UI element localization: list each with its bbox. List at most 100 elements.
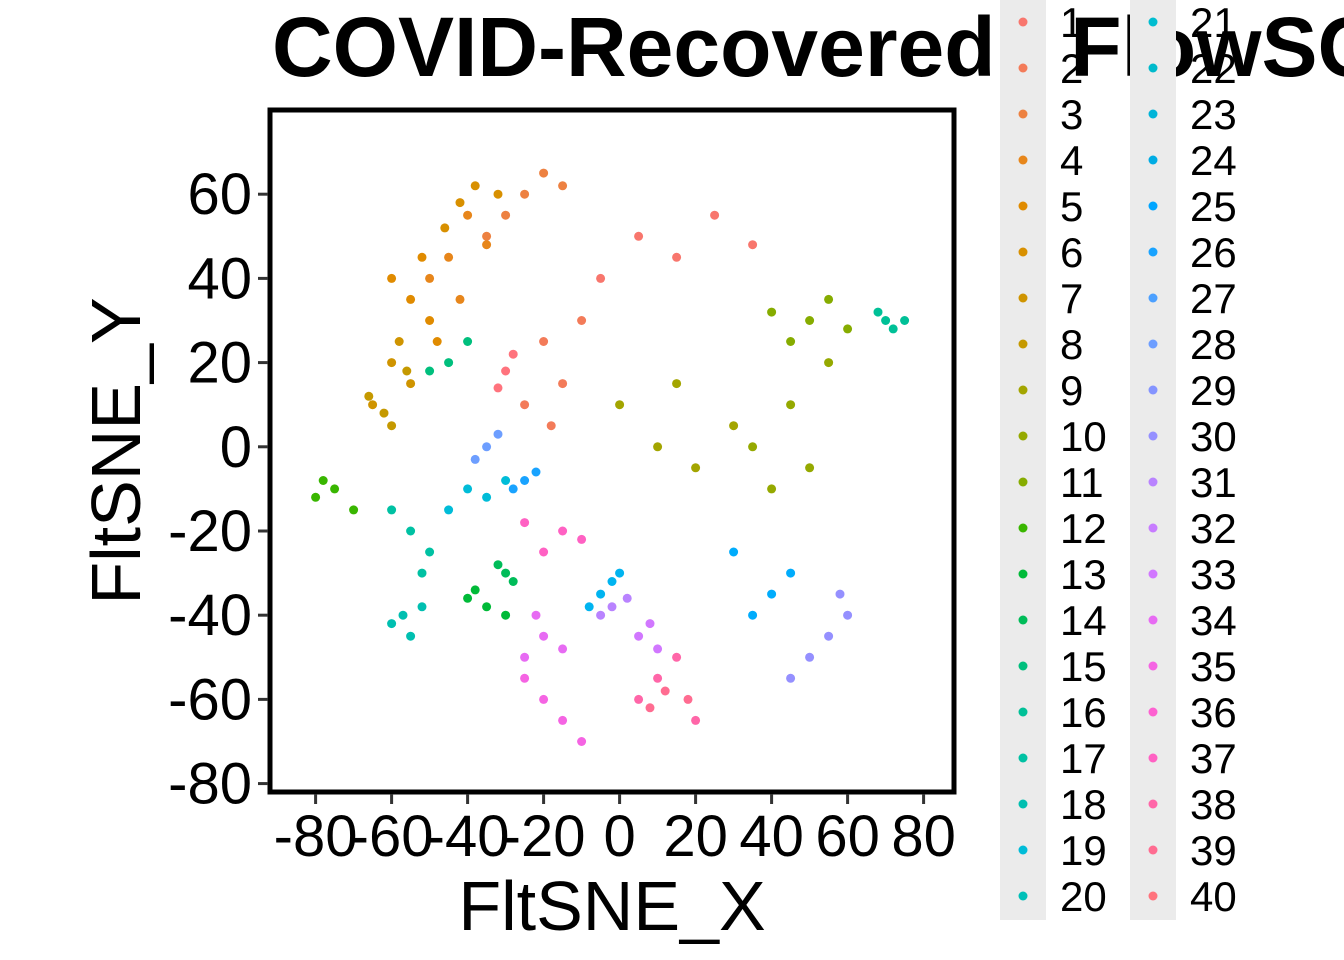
legend-label-39: 39 <box>1190 827 1237 874</box>
legend-key-28 <box>1148 339 1158 349</box>
point-cluster-10-2 <box>748 442 758 452</box>
point-cluster-16-0 <box>881 316 891 325</box>
point-cluster-4-1 <box>463 210 473 220</box>
legend-key-7 <box>1018 293 1028 303</box>
legend-key-14 <box>1018 615 1028 625</box>
point-cluster-7-0 <box>387 358 397 368</box>
point-cluster-20-2 <box>584 602 594 612</box>
point-cluster-23-2 <box>470 454 480 464</box>
point-cluster-10-1 <box>805 463 815 473</box>
point-cluster-27-0 <box>539 631 549 641</box>
legend-label-22: 22 <box>1190 45 1237 92</box>
point-cluster-21-3 <box>786 568 796 578</box>
point-cluster-1-0 <box>672 252 682 262</box>
point-cluster-14-0 <box>501 568 511 578</box>
point-cluster-26-2 <box>653 644 663 654</box>
legend-label-21: 21 <box>1190 0 1237 46</box>
point-cluster-6-2 <box>440 223 450 233</box>
x-axis: -80-60-40-20 0 20 40 60 80 <box>274 794 956 869</box>
y-tick-label: 40 <box>187 246 252 311</box>
point-cluster-18-1 <box>406 631 416 641</box>
point-cluster-9-4 <box>672 379 682 389</box>
point-cluster-25-2 <box>596 610 606 620</box>
point-cluster-12-0 <box>318 476 328 485</box>
point-cluster-10-4 <box>824 358 834 368</box>
point-cluster-31-2 <box>683 694 693 704</box>
point-cluster-30-2 <box>672 652 682 662</box>
point-cluster-14-1 <box>508 577 518 586</box>
chart-title: COVID-Recovered - FlowSOM <box>272 0 1344 94</box>
point-cluster-28-2 <box>520 673 530 683</box>
point-cluster-11-1 <box>824 294 834 304</box>
legend-key-3 <box>1018 109 1028 119</box>
point-cluster-19-2 <box>482 492 492 502</box>
point-cluster-23-0 <box>482 442 492 452</box>
legend-key-39 <box>1148 845 1158 855</box>
point-cluster-9-2 <box>615 400 625 410</box>
legend-label-26: 26 <box>1190 229 1237 276</box>
legend-label-16: 16 <box>1060 689 1107 736</box>
legend-label-36: 36 <box>1190 689 1237 736</box>
legend-label-34: 34 <box>1190 597 1237 644</box>
point-cluster-15-2 <box>425 366 435 376</box>
point-cluster-2-3 <box>577 316 587 325</box>
x-tick-label: 80 <box>891 804 956 869</box>
legend-key-30 <box>1148 431 1158 441</box>
legend-label-8: 8 <box>1060 321 1083 368</box>
legend-key-20 <box>1018 891 1028 901</box>
legend-label-1: 1 <box>1060 0 1083 46</box>
y-tick-label: -60 <box>168 667 252 732</box>
point-cluster-24-3 <box>786 673 796 683</box>
point-cluster-29-2 <box>577 534 587 544</box>
point-cluster-5-1 <box>425 316 435 325</box>
point-cluster-24-2 <box>805 652 815 662</box>
legend-label-7: 7 <box>1060 275 1083 322</box>
point-cluster-20-0 <box>596 589 606 599</box>
legend-label-17: 17 <box>1060 735 1107 782</box>
point-cluster-26-0 <box>634 631 644 641</box>
legend-key-19 <box>1018 845 1028 855</box>
y-tick-label: 20 <box>187 331 252 396</box>
point-cluster-19-0 <box>444 505 454 515</box>
point-cluster-30-0 <box>653 673 663 683</box>
point-cluster-3-1 <box>539 168 549 178</box>
x-tick-label: 0 <box>603 804 635 869</box>
point-cluster-15-1 <box>463 337 473 346</box>
legend-key-6 <box>1018 247 1028 257</box>
legend-label-12: 12 <box>1060 505 1107 552</box>
point-cluster-11-2 <box>786 337 796 346</box>
x-tick-label: 40 <box>739 804 804 869</box>
legend-label-27: 27 <box>1190 275 1237 322</box>
legend-label-10: 10 <box>1060 413 1107 460</box>
point-cluster-27-3 <box>531 610 541 620</box>
legend-label-33: 33 <box>1190 551 1237 598</box>
legend-label-11: 11 <box>1060 459 1104 506</box>
legend-key-37 <box>1148 753 1158 763</box>
point-cluster-9-1 <box>691 463 701 473</box>
legend-label-28: 28 <box>1190 321 1237 368</box>
point-cluster-16-2 <box>873 307 883 317</box>
point-cluster-1-1 <box>634 231 644 241</box>
point-cluster-11-4 <box>767 307 777 317</box>
point-cluster-8-0 <box>379 408 389 418</box>
point-cluster-24-0 <box>824 631 834 641</box>
legend-label-19: 19 <box>1060 827 1107 874</box>
legend-label-30: 30 <box>1190 413 1237 460</box>
point-cluster-28-3 <box>577 737 587 746</box>
legend-key-27 <box>1148 293 1158 303</box>
point-cluster-11-3 <box>843 324 853 334</box>
point-cluster-18-0 <box>398 610 408 620</box>
point-cluster-4-2 <box>425 273 435 283</box>
point-cluster-5-2 <box>387 273 397 283</box>
y-tick-label: -80 <box>168 752 252 817</box>
point-cluster-4-3 <box>482 240 492 250</box>
point-cluster-12-2 <box>330 484 340 494</box>
point-cluster-25-1 <box>622 593 632 603</box>
point-cluster-17-0 <box>406 526 416 536</box>
point-cluster-17-2 <box>387 505 397 515</box>
legend-key-21 <box>1148 17 1158 27</box>
point-cluster-21-0 <box>748 610 758 620</box>
point-cluster-1-4 <box>748 240 758 250</box>
point-cluster-7-2 <box>368 400 378 410</box>
